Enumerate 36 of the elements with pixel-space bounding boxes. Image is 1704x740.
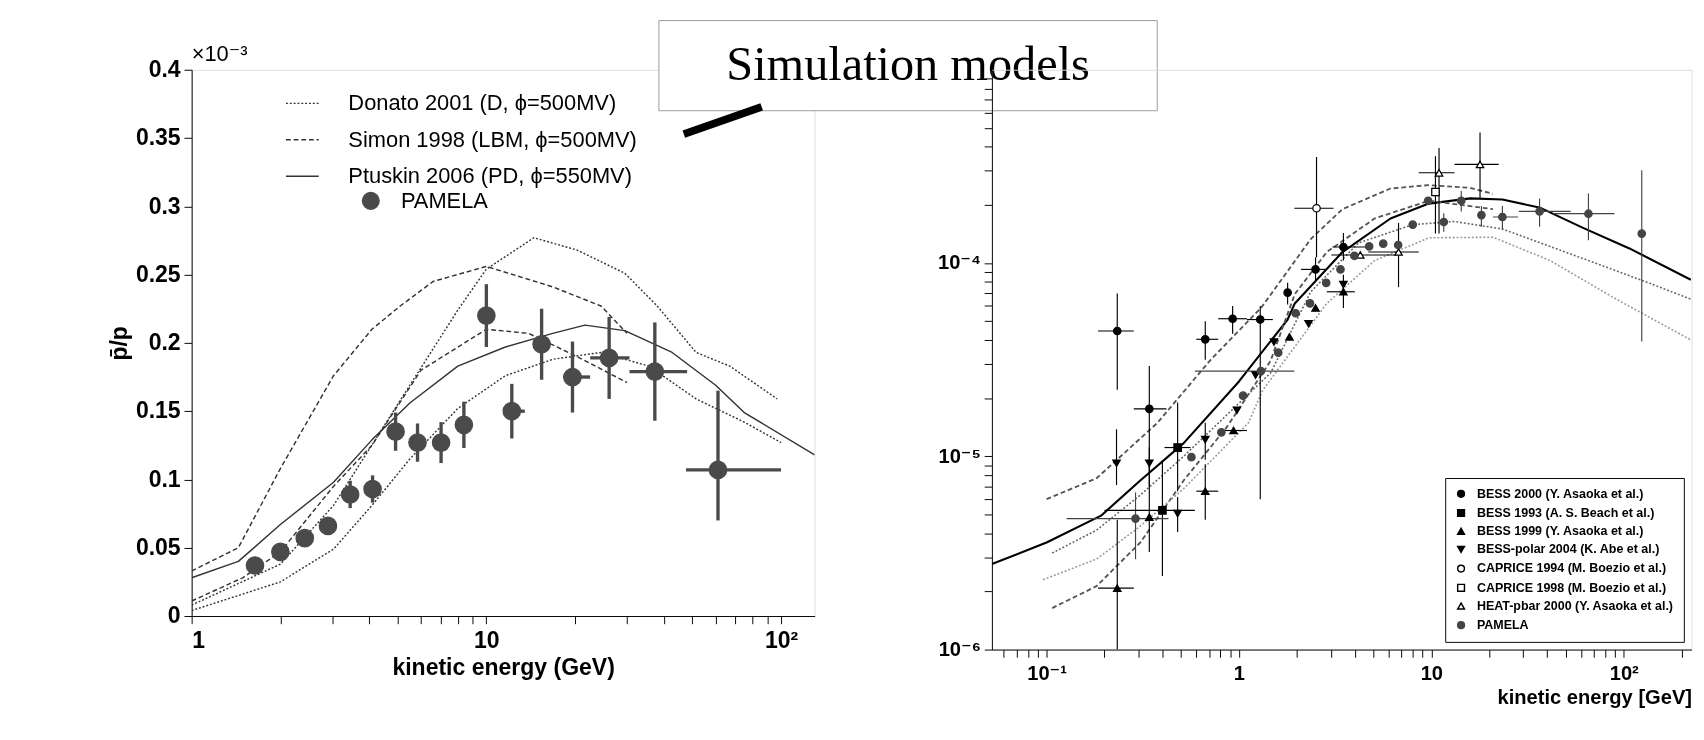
legend-label: BESS 1993 (A. S. Beach et al.)	[1476, 505, 1655, 520]
legend-label: CAPRICE 1998 (M. Boezio et al.)	[1476, 580, 1667, 595]
y-tick-label: 0.2	[148, 329, 181, 356]
y-tick-label: 0.25	[135, 260, 181, 287]
x-tick-label: 10	[474, 627, 500, 654]
legend-label: Ptuskin 2006 (PD, ϕ=550MV)	[348, 162, 632, 188]
annotation: Simulation models	[726, 37, 1090, 91]
x-tick-label: 1	[1233, 661, 1246, 684]
y-tick-label: 0.15	[135, 397, 181, 424]
y-tick-label: 0.4	[148, 55, 181, 82]
x-tick-label: 10²	[1609, 661, 1640, 684]
text: ×10⁻³	[191, 41, 248, 67]
y-tick-label: 10⁻⁶	[938, 637, 981, 660]
y-tick-label: 0.35	[135, 124, 181, 151]
y-axis-title: p̄/p	[106, 326, 133, 361]
legend-label: BESS-polar 2004 (K. Abe et al.)	[1476, 542, 1660, 557]
y-tick-label: 10⁻⁵	[938, 444, 981, 467]
y-tick-label: 0.05	[135, 533, 181, 560]
legend-label: BESS 1999 (Y. Asaoka et al.)	[1476, 524, 1644, 539]
legend-label: Simon 1998 (LBM, ϕ=500MV)	[348, 126, 637, 152]
legend-label: HEAT-pbar 2000 (Y. Asaoka et al.)	[1476, 598, 1673, 613]
y-tick-label: 0.3	[148, 192, 181, 219]
y-tick-label: 10⁻⁴	[937, 251, 981, 274]
legend-label: PAMELA	[1476, 617, 1529, 632]
x-tick-label: 10⁻¹	[1027, 661, 1068, 684]
y-tick-label: 0	[167, 602, 181, 629]
x-tick-label: 10²	[764, 627, 799, 654]
x-tick-label: 1	[192, 627, 206, 654]
x-axis-title: kinetic energy (GeV)	[392, 653, 615, 680]
legend-label: CAPRICE 1994 (M. Boezio et al.)	[1476, 561, 1667, 576]
legend-label: Donato 2001 (D, ϕ=500MV)	[348, 90, 617, 116]
x-tick-label: 10	[1420, 661, 1444, 684]
y-tick-label: 0.1	[148, 465, 181, 492]
x-axis-title: kinetic energy [GeV]	[1497, 685, 1693, 708]
legend-label: PAMELA	[400, 187, 489, 213]
legend-label: BESS 2000 (Y. Asaoka et al.)	[1476, 486, 1644, 501]
